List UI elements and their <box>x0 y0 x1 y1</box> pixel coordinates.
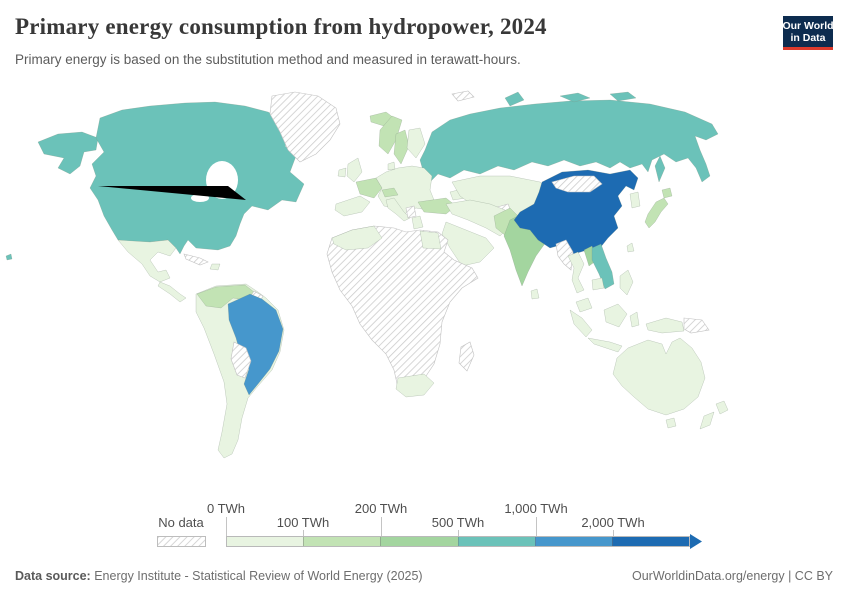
country-ireland[interactable] <box>337 167 347 178</box>
page-subtitle: Primary energy is based on the substitut… <box>15 52 521 67</box>
country-alaska[interactable] <box>37 131 99 175</box>
arctic-islands-icon[interactable] <box>609 91 637 102</box>
country-canada-usa[interactable] <box>89 101 305 255</box>
country-mongolia[interactable] <box>551 175 603 193</box>
world-choropleth-map <box>5 90 729 459</box>
owid-logo: Our World in Data <box>782 16 834 50</box>
region-africa[interactable] <box>326 225 479 397</box>
region-iberia[interactable] <box>334 195 371 217</box>
country-malaysia[interactable] <box>575 297 593 313</box>
country-cuba[interactable] <box>183 253 209 266</box>
country-mexico[interactable] <box>117 239 177 283</box>
logo-line2: in Data <box>790 31 826 44</box>
legend-segment-2000plus[interactable] <box>611 537 690 546</box>
legend-no-data-label: No data <box>158 515 204 530</box>
country-hispaniola[interactable] <box>209 263 221 271</box>
legend-tick-mark <box>226 517 227 536</box>
island-new-guinea-west[interactable] <box>645 317 685 334</box>
legend-segment-200-500[interactable] <box>380 537 458 546</box>
legend-tick-label: 0 TWh <box>206 501 246 516</box>
country-uk[interactable] <box>346 157 363 183</box>
island-borneo[interactable] <box>603 303 628 328</box>
legend-tick-label: 1,000 TWh <box>504 501 568 516</box>
legend-tick-mark <box>536 517 537 536</box>
country-madagascar[interactable] <box>458 341 475 372</box>
country-japan-hokkaido[interactable] <box>661 187 673 199</box>
legend-tick-mark <box>458 530 459 536</box>
data-source-note: Data source: Energy Institute - Statisti… <box>15 569 423 583</box>
legend-tick-mark <box>613 530 614 536</box>
legend-segment-100-200[interactable] <box>303 537 381 546</box>
country-egypt[interactable] <box>419 230 442 250</box>
logo-line1: Our World <box>782 19 834 32</box>
arctic-islands-icon[interactable] <box>559 92 591 103</box>
country-finland[interactable] <box>406 127 426 159</box>
legend-tick-mark <box>303 530 304 536</box>
legend-color-scale <box>226 536 690 547</box>
country-hawaii[interactable] <box>5 253 13 261</box>
region-balkans[interactable] <box>405 205 417 219</box>
country-new-zealand-north[interactable] <box>715 400 729 415</box>
country-italy[interactable] <box>385 197 411 222</box>
country-myanmar[interactable] <box>555 239 574 271</box>
country-thailand[interactable] <box>567 251 585 294</box>
country-papua-new-guinea[interactable] <box>683 317 710 334</box>
country-sri-lanka[interactable] <box>530 288 540 300</box>
country-japan[interactable] <box>644 197 669 229</box>
country-vietnam[interactable] <box>591 243 615 290</box>
data-source-text: Energy Institute - Statistical Review of… <box>90 569 423 583</box>
island-sulawesi[interactable] <box>629 311 640 328</box>
country-cambodia[interactable] <box>591 277 605 291</box>
island-tasmania[interactable] <box>665 417 677 429</box>
island-sumatra[interactable] <box>569 309 593 338</box>
country-new-zealand-south[interactable] <box>699 411 715 430</box>
country-south-africa[interactable] <box>395 373 435 398</box>
country-france[interactable] <box>355 177 383 199</box>
legend-segment-1000-2000[interactable] <box>534 537 612 546</box>
island-java[interactable] <box>587 337 623 353</box>
region-alps[interactable] <box>381 187 399 198</box>
country-philippines[interactable] <box>619 269 634 296</box>
country-sweden[interactable] <box>393 129 410 165</box>
data-source-label: Data source: <box>15 569 91 583</box>
country-greenland[interactable] <box>269 91 341 163</box>
region-korea[interactable] <box>629 191 641 209</box>
country-denmark[interactable] <box>387 161 396 171</box>
country-russia[interactable] <box>419 99 719 183</box>
country-taiwan[interactable] <box>626 242 635 253</box>
legend-no-data-swatch[interactable] <box>157 536 206 547</box>
legend-tick-label: 2,000 TWh <box>581 515 645 530</box>
region-central-america[interactable] <box>157 281 187 303</box>
country-greece[interactable] <box>411 215 424 230</box>
country-svalbard[interactable] <box>451 90 475 102</box>
legend-tick-label: 100 TWh <box>276 515 330 530</box>
region-maghreb[interactable] <box>331 225 383 251</box>
country-sakhalin[interactable] <box>654 155 666 183</box>
country-novaya-zemlya[interactable] <box>504 91 525 107</box>
page-title: Primary energy consumption from hydropow… <box>15 14 547 39</box>
legend-tick-label: 200 TWh <box>354 501 408 516</box>
country-bolivia-paraguay[interactable] <box>230 341 252 379</box>
usa-canada-border <box>98 186 246 200</box>
country-australia[interactable] <box>612 337 706 416</box>
legend-tick-mark <box>381 517 382 536</box>
legend-tick-label: 500 TWh <box>431 515 485 530</box>
credit-link[interactable]: OurWorldinData.org/energy | CC BY <box>631 569 833 583</box>
legend-segment-0-100[interactable] <box>227 537 304 546</box>
legend-arrow-icon <box>690 534 702 549</box>
legend-segment-500-1000[interactable] <box>457 537 535 546</box>
